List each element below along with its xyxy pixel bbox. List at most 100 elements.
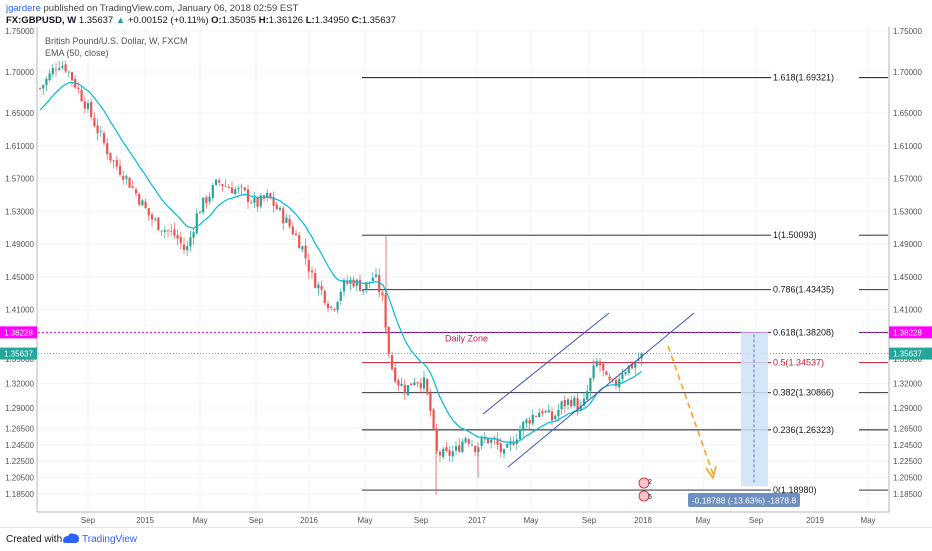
candle-body[interactable] xyxy=(595,361,598,367)
candle-body[interactable] xyxy=(323,290,326,304)
candle-body[interactable] xyxy=(224,185,227,187)
candle-body[interactable] xyxy=(602,363,605,371)
candle-body[interactable] xyxy=(496,438,499,445)
candle-body[interactable] xyxy=(77,87,80,89)
candle-body[interactable] xyxy=(534,416,538,417)
candle-body[interactable] xyxy=(38,88,42,90)
candle-body[interactable] xyxy=(262,195,266,199)
candle-body[interactable] xyxy=(502,449,506,454)
candle-body[interactable] xyxy=(86,103,90,110)
candle-body[interactable] xyxy=(330,306,333,308)
candle-body[interactable] xyxy=(342,280,346,292)
candle-body[interactable] xyxy=(134,189,138,194)
candle-body[interactable] xyxy=(586,391,589,400)
candle-body[interactable] xyxy=(371,277,374,282)
candle-body[interactable] xyxy=(618,379,621,388)
candle-body[interactable] xyxy=(253,197,256,203)
candle-body[interactable] xyxy=(336,301,339,311)
candle-body[interactable] xyxy=(598,361,602,366)
candle-body[interactable] xyxy=(630,363,634,369)
candle-body[interactable] xyxy=(214,179,218,185)
candle-body[interactable] xyxy=(451,451,454,457)
candle-body[interactable] xyxy=(102,132,106,143)
candle-body[interactable] xyxy=(186,246,189,251)
candle-body[interactable] xyxy=(310,270,314,273)
candle-body[interactable] xyxy=(634,362,637,368)
candle-body[interactable] xyxy=(240,186,243,188)
candle-body[interactable] xyxy=(45,78,48,86)
candle-body[interactable] xyxy=(237,187,240,190)
candle-body[interactable] xyxy=(150,214,154,220)
candle-body[interactable] xyxy=(109,152,112,161)
candle-body[interactable] xyxy=(192,232,195,238)
candle-body[interactable] xyxy=(528,420,531,424)
candle-body[interactable] xyxy=(566,399,570,405)
candle-body[interactable] xyxy=(480,438,483,447)
candle-body[interactable] xyxy=(483,438,486,440)
candle-body[interactable] xyxy=(67,71,70,73)
candle-body[interactable] xyxy=(538,412,541,417)
candle-body[interactable] xyxy=(154,218,157,220)
candle-body[interactable] xyxy=(365,282,368,290)
candle-body[interactable] xyxy=(61,65,64,68)
candle-body[interactable] xyxy=(131,186,134,188)
candle-body[interactable] xyxy=(368,281,371,283)
candle-body[interactable] xyxy=(96,125,99,134)
candle-body[interactable] xyxy=(637,359,640,361)
candle-body[interactable] xyxy=(576,398,579,411)
candle-body[interactable] xyxy=(93,117,96,127)
candle-body[interactable] xyxy=(317,284,320,289)
candle-body[interactable] xyxy=(458,445,461,452)
candle-body[interactable] xyxy=(256,197,259,207)
candle-body[interactable] xyxy=(454,446,458,451)
candle-body[interactable] xyxy=(381,292,384,296)
candle-body[interactable] xyxy=(54,69,58,71)
candle-body[interactable] xyxy=(122,175,125,180)
candle-body[interactable] xyxy=(397,380,400,386)
candle-body[interactable] xyxy=(374,274,378,277)
event-icon[interactable] xyxy=(638,477,650,489)
candle-body[interactable] xyxy=(541,411,544,414)
candle-body[interactable] xyxy=(51,68,54,75)
candle-body[interactable] xyxy=(118,165,122,175)
candle-body[interactable] xyxy=(557,409,560,416)
candle-body[interactable] xyxy=(170,230,173,232)
candle-body[interactable] xyxy=(413,382,416,385)
candle-body[interactable] xyxy=(621,373,624,380)
candle-body[interactable] xyxy=(486,438,490,444)
candle-body[interactable] xyxy=(422,377,426,389)
candle-body[interactable] xyxy=(189,237,192,247)
candle-body[interactable] xyxy=(464,438,467,443)
candle-body[interactable] xyxy=(560,401,563,410)
candle-body[interactable] xyxy=(157,217,160,231)
candle-body[interactable] xyxy=(250,202,253,204)
candle-body[interactable] xyxy=(58,67,61,70)
candle-body[interactable] xyxy=(563,399,566,407)
channel-upper[interactable] xyxy=(482,312,610,415)
candle-body[interactable] xyxy=(547,410,550,413)
candle-body[interactable] xyxy=(448,450,451,456)
candle-body[interactable] xyxy=(554,415,557,420)
candle-body[interactable] xyxy=(550,411,554,421)
candle-body[interactable] xyxy=(304,245,307,259)
candle-body[interactable] xyxy=(288,218,291,227)
candle-body[interactable] xyxy=(202,197,205,213)
candle-body[interactable] xyxy=(406,385,410,396)
candle-body[interactable] xyxy=(394,367,397,382)
candle-body[interactable] xyxy=(490,439,493,443)
candle-body[interactable] xyxy=(400,383,403,386)
candle-body[interactable] xyxy=(294,233,298,236)
candle-body[interactable] xyxy=(195,213,198,234)
candle-body[interactable] xyxy=(259,195,262,207)
candle-body[interactable] xyxy=(115,160,118,167)
candle-body[interactable] xyxy=(173,229,176,236)
candle-body[interactable] xyxy=(579,405,582,410)
candle-body[interactable] xyxy=(48,73,51,81)
candle-body[interactable] xyxy=(70,72,74,81)
symbol-name[interactable]: FX:GBPUSD, W xyxy=(6,15,77,26)
candle-body[interactable] xyxy=(522,421,525,431)
candle-body[interactable] xyxy=(234,189,237,195)
candle-body[interactable] xyxy=(531,414,534,424)
candle-body[interactable] xyxy=(570,399,573,407)
event-icon[interactable] xyxy=(638,490,650,502)
